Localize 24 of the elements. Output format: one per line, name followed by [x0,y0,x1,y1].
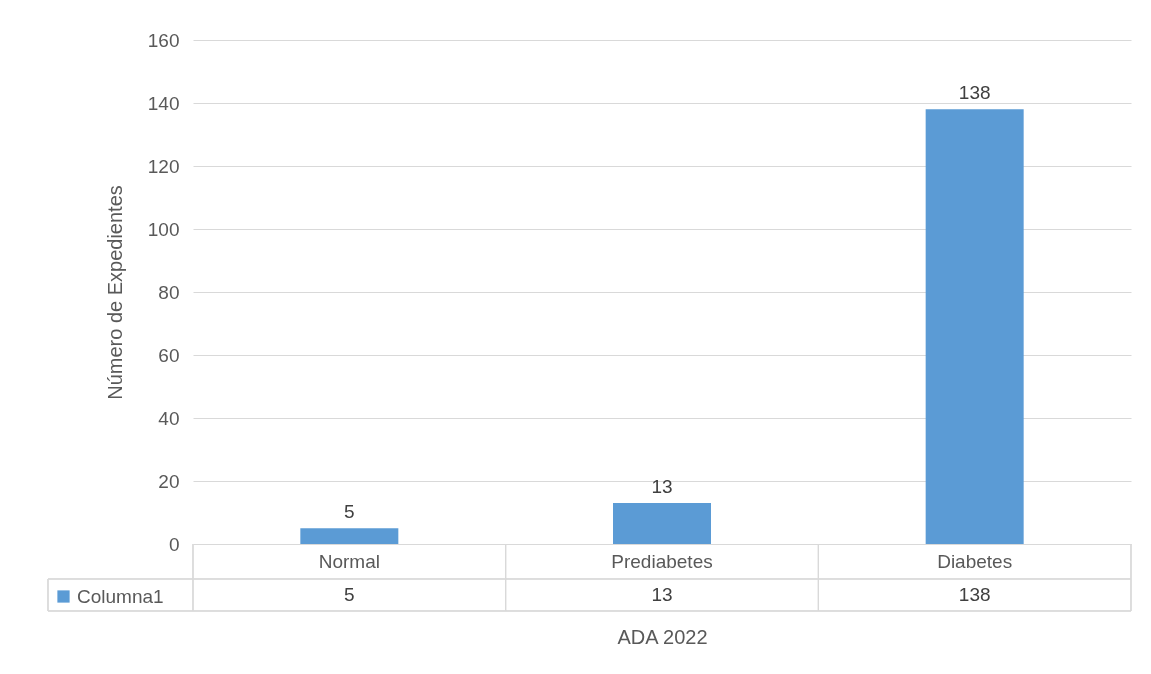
y-tick-label: 80 [158,281,180,303]
bar [925,109,1024,544]
y-tick-label: 140 [147,92,180,114]
y-axis-title: Número de Expedientes [103,185,126,400]
bar [300,528,399,544]
x-tick-label: Diabetes [937,550,1013,572]
text: 5 [344,584,355,605]
y-tick-label: 120 [147,155,180,177]
y-tick-label: 100 [147,218,180,240]
bar [613,503,711,544]
y-tick-label: 0 [168,533,180,555]
x-tick-label: Prediabetes [611,550,713,572]
x-tick-label: Normal [318,550,380,572]
y-tick-label: 40 [158,407,180,429]
y-tick-label: 20 [158,470,180,492]
y-tick-label: 160 [147,29,180,51]
data-label: 5 [344,501,355,523]
x-axis-title: ADA 2022 [617,625,708,648]
y-tick-label: 60 [158,344,180,366]
data-label: 138 [958,82,991,104]
text: 138 [958,584,991,605]
data-label: 13 [651,476,673,498]
text: 13 [651,584,673,605]
legend-label: Columna1 [77,585,164,607]
